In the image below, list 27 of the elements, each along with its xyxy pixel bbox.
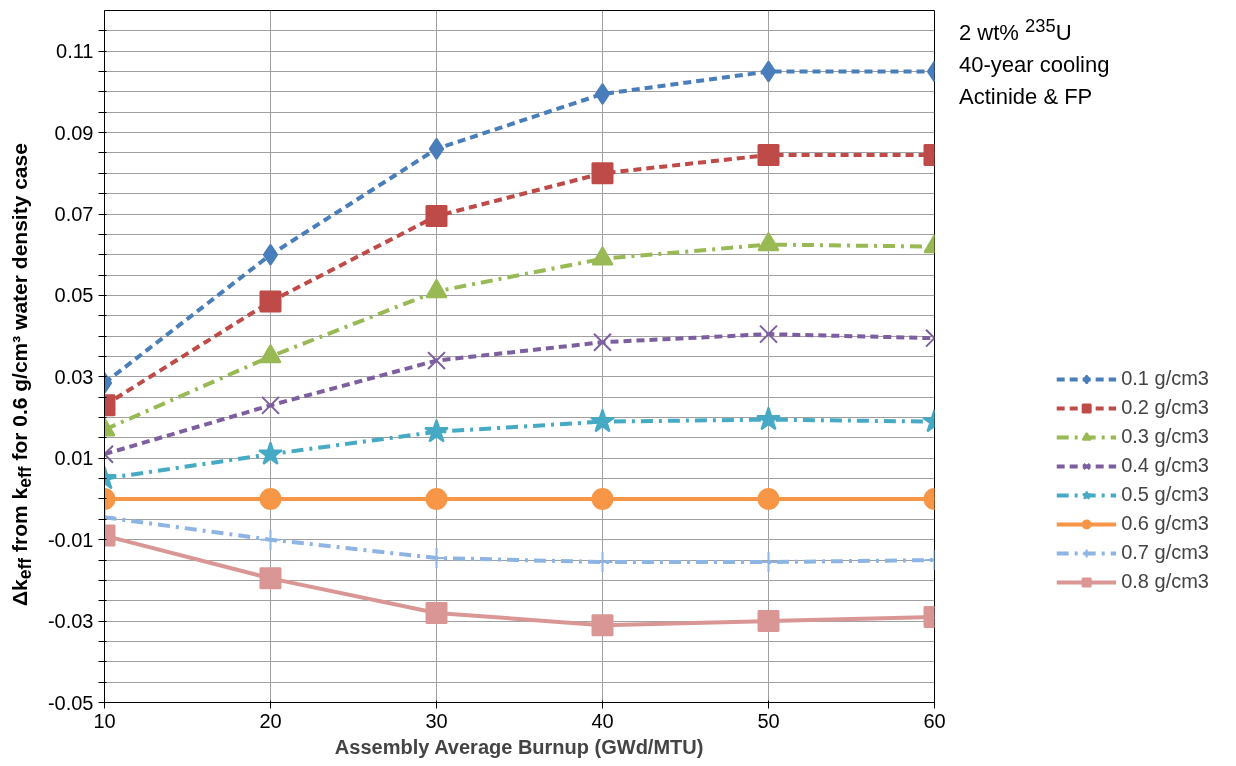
y-tick-label: -0.05 bbox=[47, 691, 94, 714]
y-tick-label: 0.03 bbox=[54, 365, 94, 388]
text: 40-year cooling bbox=[959, 52, 1110, 78]
x-tick-label: 30 bbox=[425, 709, 448, 732]
legend-label: 0.5 g/cm3 bbox=[1121, 483, 1209, 506]
y-tick-label: -0.03 bbox=[47, 610, 94, 633]
y-tick-label: 0.07 bbox=[54, 203, 94, 226]
legend-label: 0.4 g/cm3 bbox=[1121, 454, 1209, 477]
y-tick-label: 0.01 bbox=[54, 447, 94, 470]
y-tick-label: -0.01 bbox=[47, 528, 94, 551]
legend-label: 0.7 g/cm3 bbox=[1121, 541, 1209, 564]
x-axis-title: Assembly Average Burnup (GWd/MTU) bbox=[334, 735, 704, 758]
y-tick-label: 0.11 bbox=[56, 40, 94, 63]
x-tick-label: 10 bbox=[93, 709, 116, 732]
y-tick-label: 0.05 bbox=[54, 284, 94, 307]
y-tick-label: 0.09 bbox=[54, 121, 94, 144]
legend-label: 0.3 g/cm3 bbox=[1121, 425, 1209, 448]
text: Actinide & FP bbox=[959, 84, 1093, 110]
legend-label: 0.2 g/cm3 bbox=[1121, 396, 1209, 419]
legend-label: 0.8 g/cm3 bbox=[1121, 570, 1209, 593]
x-tick-label: 60 bbox=[923, 709, 946, 732]
legend-label: 0.1 g/cm3 bbox=[1121, 367, 1209, 390]
legend-label: 0.6 g/cm3 bbox=[1121, 512, 1209, 535]
text: 2 wt% $^{235}$U bbox=[959, 15, 1072, 46]
x-tick-label: 50 bbox=[757, 709, 780, 732]
x-tick-label: 40 bbox=[591, 709, 614, 732]
x-tick-label: 20 bbox=[259, 709, 282, 732]
